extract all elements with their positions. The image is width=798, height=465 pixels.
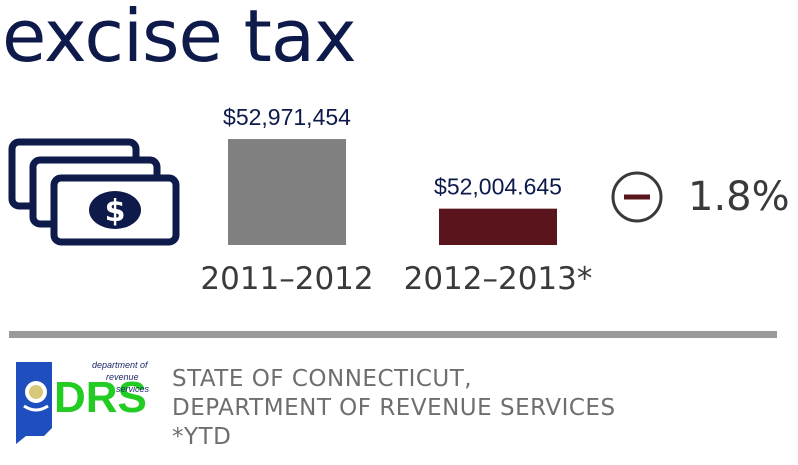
drs-logo: DRS department of revenue services xyxy=(16,360,150,444)
source-line-1: STATE OF CONNECTICUT, xyxy=(172,366,473,392)
drs-logo-line2: revenue xyxy=(106,372,139,382)
svg-text:$: $ xyxy=(105,194,126,229)
value-label-1: $52,971,454 xyxy=(223,104,351,130)
minus-circle-icon xyxy=(611,171,663,223)
footnote: *YTD xyxy=(172,424,232,450)
category-label-1: 2011–2012 xyxy=(200,261,373,297)
drs-logo-letters: DRS xyxy=(54,373,147,422)
drs-logo-line1: department of xyxy=(92,360,149,370)
source-block: STATE OF CONNECTICUT, DEPARTMENT OF REVE… xyxy=(172,365,616,452)
category-label-2: 2012–2013* xyxy=(404,261,593,297)
divider xyxy=(9,331,777,338)
value-label-2: $52,004.645 xyxy=(434,174,562,200)
money-stack-icon: $ xyxy=(8,138,180,246)
drs-logo-line3: services xyxy=(116,384,150,394)
change-percent: 1.8% xyxy=(688,174,790,220)
change-indicator: 1.8% xyxy=(610,170,790,224)
source-line-2: DEPARTMENT OF REVENUE SERVICES xyxy=(172,395,616,421)
bar-chart: $52,971,454 2011–2012 $52,004.645 2012–2013… xyxy=(200,104,593,297)
bar-1 xyxy=(228,139,346,245)
bar-2 xyxy=(439,208,557,245)
page-title: excise tax xyxy=(2,0,357,78)
